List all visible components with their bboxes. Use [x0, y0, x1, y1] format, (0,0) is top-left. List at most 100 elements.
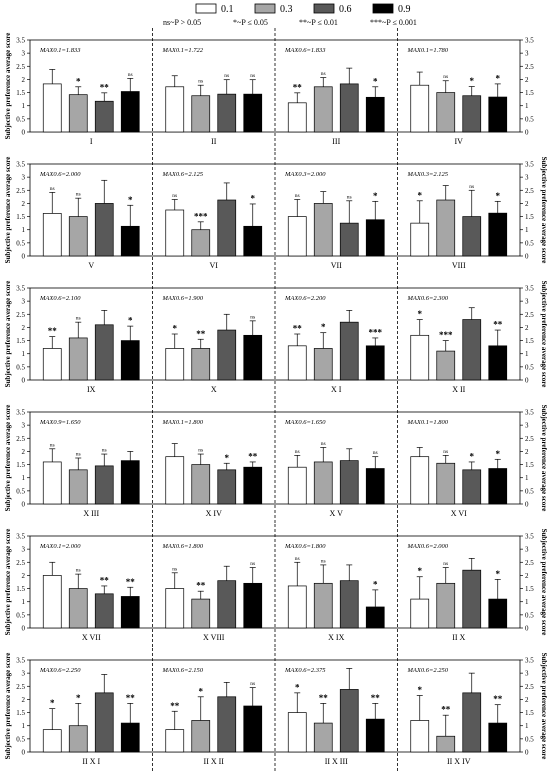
- panel-0-3: MAX0.1=1.780 ns * * IV: [407, 47, 508, 146]
- significance-mark: **: [293, 82, 303, 92]
- y-tick-label-right: 0.5: [525, 611, 534, 619]
- significance-mark: ns: [347, 194, 352, 200]
- significance-mark: ***: [194, 211, 208, 221]
- legend-item-3: 0.9: [372, 3, 411, 15]
- y-tick-label-left: 0: [22, 625, 26, 633]
- max-annotation: MAX0.1=2.000: [39, 543, 81, 550]
- y-tick-label-left: 1.5: [16, 585, 25, 593]
- significance-mark: ns: [198, 448, 203, 454]
- y-tick-label-left: 3.5: [16, 657, 25, 665]
- bar: [42, 575, 62, 629]
- bar: [365, 96, 385, 133]
- y-tick-label-right: 0.5: [525, 487, 534, 495]
- bar: [313, 722, 333, 753]
- y-axis-title-left: Subjective preference average score: [4, 157, 12, 264]
- y-tick-label-right: 3: [525, 546, 529, 554]
- bar: [165, 588, 185, 629]
- y-tick-label-left: 2.5: [16, 683, 25, 691]
- bar: [165, 456, 185, 505]
- panel-label: X I: [331, 385, 342, 394]
- bar: [339, 689, 359, 753]
- y-tick-label-left: 1: [22, 102, 26, 110]
- bar: [339, 460, 359, 505]
- y-tick-label-right: 2: [525, 76, 529, 84]
- significance-p05: *~P ≤ 0.05: [233, 18, 268, 27]
- y-tick-label-right: 3: [525, 670, 529, 678]
- max-annotation: MAX0.6=2.250: [407, 667, 449, 674]
- panel-label: II X IV: [447, 757, 471, 766]
- y-tick-label-right: 0.5: [525, 239, 534, 247]
- max-annotation: MAX0.6=1.800: [162, 543, 204, 550]
- y-tick-label-right: 0.5: [525, 115, 534, 123]
- y-tick-label-left: 3: [22, 174, 26, 182]
- panel-label: II X III: [325, 757, 348, 766]
- panel-label: X IX: [328, 633, 344, 642]
- significance-mark: *: [496, 73, 501, 83]
- bar: [436, 350, 456, 381]
- bar: [191, 598, 211, 629]
- bar: [217, 329, 237, 381]
- y-tick-label-left: 2: [22, 324, 26, 332]
- legend-label-0: 0.1: [221, 4, 234, 15]
- significance-mark: **: [196, 581, 206, 591]
- bar: [488, 96, 508, 133]
- bar: [191, 229, 211, 257]
- significance-mark: ns: [295, 193, 300, 199]
- y-tick-label-right: 2.5: [525, 559, 534, 567]
- chart-row-5: 0 0 0.5 0.5 1 1 1.5 1.5 2 2 2.5 2.5 3 3 3.5 3.5 Subjecti…: [4, 648, 548, 772]
- significance-mark: ns: [250, 561, 255, 567]
- panel-4-2: MAX0.6=1.800 ns ns * X IX: [284, 543, 385, 642]
- significance-mark: *: [76, 693, 81, 703]
- y-tick-label-left: 1.5: [16, 337, 25, 345]
- bar: [68, 588, 88, 629]
- significance-mark: ns: [198, 79, 203, 85]
- y-tick-label-right: 0.5: [525, 363, 534, 371]
- significance-mark: *: [470, 76, 475, 86]
- bar: [410, 222, 430, 257]
- y-tick-label-left: 3: [22, 298, 26, 306]
- bar: [410, 598, 430, 629]
- significance-ns: ns~P > 0.05: [163, 18, 201, 27]
- bar: [120, 596, 140, 629]
- bar: [94, 100, 114, 133]
- bar: [313, 86, 333, 133]
- panel-2-2: MAX0.6=2.200** ****X I: [284, 295, 385, 394]
- panel-label: IX: [87, 385, 96, 394]
- y-tick-label-right: 1: [525, 474, 529, 482]
- legend-item-2: 0.6: [313, 3, 352, 15]
- y-tick-label-right: 1: [525, 722, 529, 730]
- max-annotation: MAX0.6=1.650: [284, 419, 326, 426]
- y-tick-label-right: 2: [525, 448, 529, 456]
- y-tick-label-right: 1: [525, 102, 529, 110]
- legend-swatch-1: [254, 3, 276, 14]
- legend-label-2: 0.6: [339, 4, 352, 15]
- y-tick-label-right: 1.5: [525, 461, 534, 469]
- bar: [287, 216, 307, 257]
- panel-label: X VIII: [203, 633, 225, 642]
- panel-2-0: MAX0.6=2.100 ** ns * IX: [39, 295, 140, 394]
- max-annotation: MAX0.6=2.150: [162, 667, 204, 674]
- panel-label: II X I: [82, 757, 100, 766]
- y-tick-label-right: 3: [525, 174, 529, 182]
- y-tick-label-right: 3.5: [525, 285, 534, 293]
- significance-mark: *: [418, 309, 423, 319]
- panel-label: III: [332, 137, 340, 146]
- bar: [42, 461, 62, 505]
- y-tick-label-right: 1.5: [525, 89, 534, 97]
- max-annotation: MAX0.6=2.300: [407, 295, 449, 302]
- y-tick-label-left: 2.5: [16, 559, 25, 567]
- y-tick-label-left: 3: [22, 546, 26, 554]
- significance-mark: **: [170, 701, 180, 711]
- significance-mark: *: [418, 566, 423, 576]
- max-annotation: MAX0.3=2.125: [407, 171, 449, 178]
- significance-mark: ns: [76, 452, 81, 458]
- significance-mark: *: [470, 451, 475, 461]
- significance-mark: ns: [443, 449, 448, 455]
- significance-mark: **: [493, 320, 503, 330]
- bar: [68, 337, 88, 381]
- bar: [191, 348, 211, 381]
- panel-2-3: MAX0.6=2.300******X II: [407, 295, 508, 394]
- y-tick-label-right: 2.5: [525, 683, 534, 691]
- significance-mark: ns: [321, 441, 326, 447]
- y-tick-label-left: 3: [22, 50, 26, 58]
